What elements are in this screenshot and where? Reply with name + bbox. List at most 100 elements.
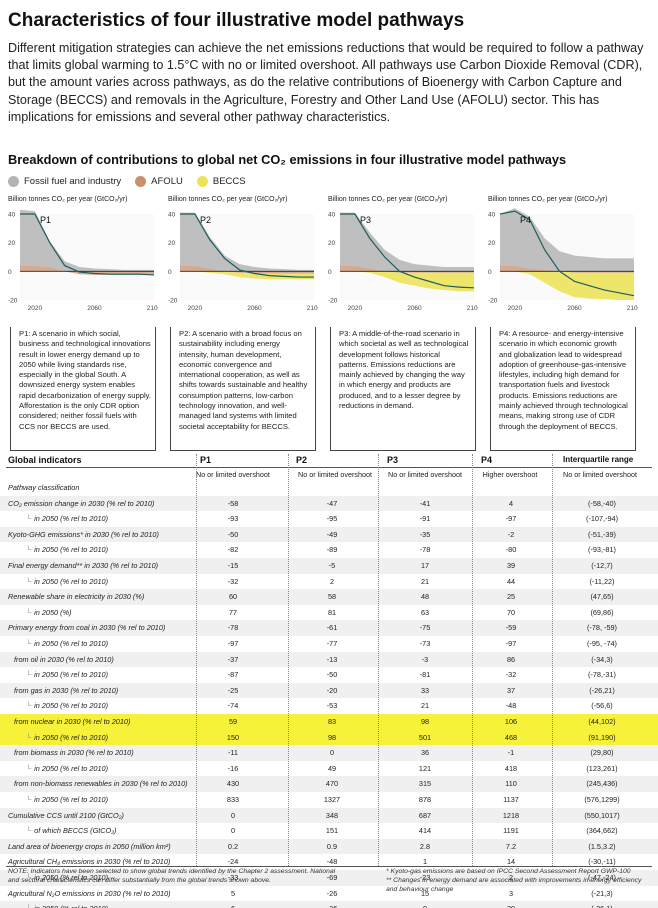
section-title: Breakdown of contributions to global net… (8, 152, 567, 167)
chart-panel-p2: Billion tonnes CO₂ per year (GtCO₂/yr) 4… (168, 196, 318, 324)
table-cell: (29,80) (590, 748, 614, 758)
table-cell: -32 (505, 670, 517, 680)
x-tick-label: 2060 (87, 305, 102, 312)
table-row: from oil in 2030 (% rel to 2010) -37 -13 -3… (0, 651, 658, 668)
indent-arrow-icon: └ (26, 904, 31, 908)
table-row: └ in 2050 (% rel to 2010) -93 -95 -91 -97 (-10… (0, 511, 658, 527)
footnote-kyoto: * Kyoto-gas emissions are based on IPCC … (386, 868, 631, 875)
chart-legend: Fossil fuel and industry AFOLU BECCS (8, 176, 246, 187)
table-cell: -58 (227, 498, 239, 508)
indent-arrow-icon: └ (26, 576, 32, 586)
row-label: Land area of bioenergy crops in 2050 (mi… (8, 841, 171, 851)
x-tick-label: 2100 (147, 305, 158, 312)
row-label: └in 2050 (% rel to 2010) (26, 576, 108, 586)
column-header-p3: P3 (387, 455, 399, 465)
table-cell: (-26,1) (567, 904, 637, 908)
table-cell: -95 (326, 514, 338, 524)
table-cell: -93 (227, 514, 239, 524)
row-label: Pathway classification (8, 483, 80, 492)
row-label: └in 2050 (% rel to 2010) (26, 873, 108, 882)
y-tick-label: -20 (168, 298, 178, 305)
table-cell: -50 (326, 670, 338, 680)
table-cell: -97 (505, 639, 517, 648)
table-cell: 878 (418, 795, 432, 804)
table-row: └ of which BECCS (GtCO₂) 0 151 414 1191 (364,6… (0, 823, 658, 839)
table-cell: 150 (226, 732, 240, 742)
table-cell: 121 (418, 763, 432, 773)
table-cell: (-12,7) (591, 561, 613, 570)
table-row: from nuclear in 2030 (% rel to 2010) 59 83… (0, 714, 658, 730)
beccs-area (500, 271, 634, 300)
fossil-area (500, 208, 634, 272)
table-cell: 36 (420, 748, 430, 758)
table-cell: (-78, -59) (586, 623, 617, 633)
x-tick-label: 2060 (247, 305, 262, 312)
table-cell: -5 (328, 561, 336, 570)
table-cell: 1 (422, 857, 428, 867)
net-emissions-line (499, 210, 635, 297)
row-label: from biomass in 2030 (% rel to 2010) (14, 748, 134, 758)
legend-label: BECCS (212, 176, 246, 187)
classification-p4: Higher overshoot (482, 470, 538, 479)
row-label: └ in 2050 (%) (26, 607, 72, 617)
table-cell: (-58,-40) (588, 498, 616, 508)
table-cell: -24 (227, 857, 239, 867)
table-row: Renewable share in electricity in 2030 (… (0, 589, 658, 605)
table-bottom-rule (6, 866, 652, 867)
row-label: Primary energy from coal in 2030 (% rel … (8, 623, 166, 633)
chart-unit-label: Billion tonnes CO₂ per year (GtCO₂/yr) (328, 196, 448, 203)
x-tick-label: 2020 (28, 305, 43, 312)
table-cell: 25 (506, 592, 516, 602)
x-tick-label: 2100 (467, 305, 478, 312)
table-cell: -32 (227, 576, 239, 586)
table-cell: 430 (226, 779, 240, 789)
table-cell: 833 (226, 795, 240, 804)
table-cell: -87 (227, 670, 239, 680)
chart-p4-svg: 40 20 0 -20 2020 2060 2100 P4 (488, 208, 638, 312)
x-tick-label: 2020 (508, 305, 523, 312)
table-cell: 1191 (503, 826, 519, 836)
table-cell: -81 (419, 670, 431, 680)
net-emissions-line (340, 213, 475, 289)
pathway-name: P4 (520, 215, 531, 225)
table-cell: (-21,3) (591, 888, 613, 898)
footnote-right: * Kyoto-gas emissions are based on IPCC … (386, 868, 651, 894)
legend-item-fossil: Fossil fuel and industry (8, 176, 121, 187)
y-tick-label: 40 (328, 212, 336, 219)
classification-p2: No or limited overshoot (298, 470, 372, 479)
table-cell: 2 (329, 576, 335, 586)
row-label: Renewable share in electricity in 2030 (… (8, 592, 145, 602)
column-divider (378, 454, 379, 866)
column-header-p1: P1 (200, 455, 212, 465)
row-label: Kyoto-GHG emissions* in 2030 (% rel to 2… (8, 529, 159, 539)
indent-arrow-icon: └ (26, 873, 32, 882)
row-label: └in 2050 (% rel to 2010) (26, 639, 108, 648)
table-cell: (91,190) (588, 732, 616, 742)
x-tick-label: 2100 (307, 305, 318, 312)
y-tick-label: 40 (168, 212, 176, 219)
table-cell: (-47,-24) (588, 873, 616, 882)
table-cell: 3 (508, 888, 514, 898)
table-cell: 49 (327, 763, 337, 773)
row-label: └in 2050 (% rel to 2010) (26, 904, 108, 908)
classification-p1: No or limited overshoot (196, 470, 270, 479)
x-tick-label: 2060 (567, 305, 582, 312)
y-tick-label: 40 (8, 212, 16, 219)
table-cell: 33 (420, 685, 430, 695)
x-tick-label: 2020 (188, 305, 203, 312)
chart-p2-svg: 40 20 0 -20 2020 2060 2100 P2 (168, 212, 318, 313)
table-cell: -73 (419, 639, 431, 648)
afolu-area (180, 271, 314, 274)
table-row: Primary energy from coal in 2030 (% rel … (0, 620, 658, 636)
table-cell: 17 (420, 561, 430, 570)
table-cell: 63 (420, 607, 430, 617)
table-cell: -97 (227, 639, 239, 648)
table-cell: (550,1017) (584, 810, 620, 820)
table-cell: -53 (326, 701, 338, 711)
row-label: Agricultural CH₄ emissions in 2030 (% re… (8, 857, 171, 867)
row-label: Cumulative CCS until 2100 (GtCO₂) (8, 810, 124, 820)
table-cell: (-107,-94) (585, 514, 619, 524)
table-cell: 70 (506, 607, 516, 617)
table-cell: 98 (420, 717, 430, 726)
table-cell: 77 (228, 607, 238, 617)
